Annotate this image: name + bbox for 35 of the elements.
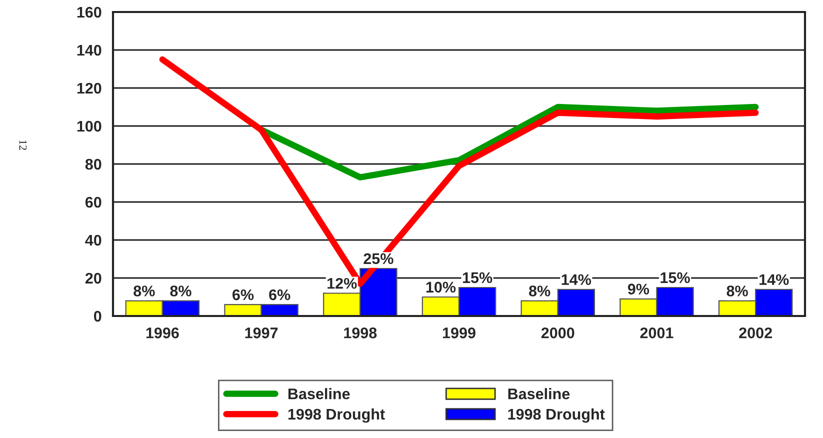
y-tick-label: 80 xyxy=(85,158,102,170)
legend-label: 1998 Drought xyxy=(508,408,605,423)
y-tick-label: 140 xyxy=(77,44,102,56)
data-label: 15% xyxy=(462,272,492,284)
x-tick-label: 1998 xyxy=(344,328,377,338)
data-label: 6% xyxy=(269,289,290,300)
data-label: 15% xyxy=(660,272,690,284)
y-tick-label: 100 xyxy=(77,120,102,132)
data-label: 8% xyxy=(726,286,748,296)
x-tick-label: 1997 xyxy=(245,328,278,338)
data-label: 14% xyxy=(562,274,592,285)
data-label: 8% xyxy=(529,286,550,296)
data-label: 14% xyxy=(760,274,789,285)
x-tick-label: 1999 xyxy=(442,328,476,338)
x-tick-label: 1996 xyxy=(146,328,179,338)
data-label: 8% xyxy=(134,286,155,296)
y-tick-label: 120 xyxy=(77,82,102,94)
y-tick-label: 40 xyxy=(85,234,102,246)
data-label: 10% xyxy=(426,282,456,293)
data-label: 6% xyxy=(232,289,254,300)
x-tick-label: 2000 xyxy=(541,328,574,338)
y-tick-label: 20 xyxy=(85,272,102,284)
legend-label: 1998 Drought xyxy=(288,408,385,423)
data-label: 8% xyxy=(170,286,192,296)
legend-label: Baseline xyxy=(288,388,350,400)
data-label: 9% xyxy=(628,284,650,294)
legend-label: Baseline xyxy=(508,388,570,400)
text: 12 xyxy=(19,140,27,150)
y-tick-label: 0 xyxy=(94,310,102,322)
y-tick-label: 160 xyxy=(77,6,102,18)
y-tick-label: 60 xyxy=(85,196,102,208)
x-tick-label: 2002 xyxy=(739,328,772,338)
data-label: 12% xyxy=(328,278,357,289)
data-label: 25% xyxy=(364,253,394,264)
x-tick-label: 2001 xyxy=(640,328,674,338)
